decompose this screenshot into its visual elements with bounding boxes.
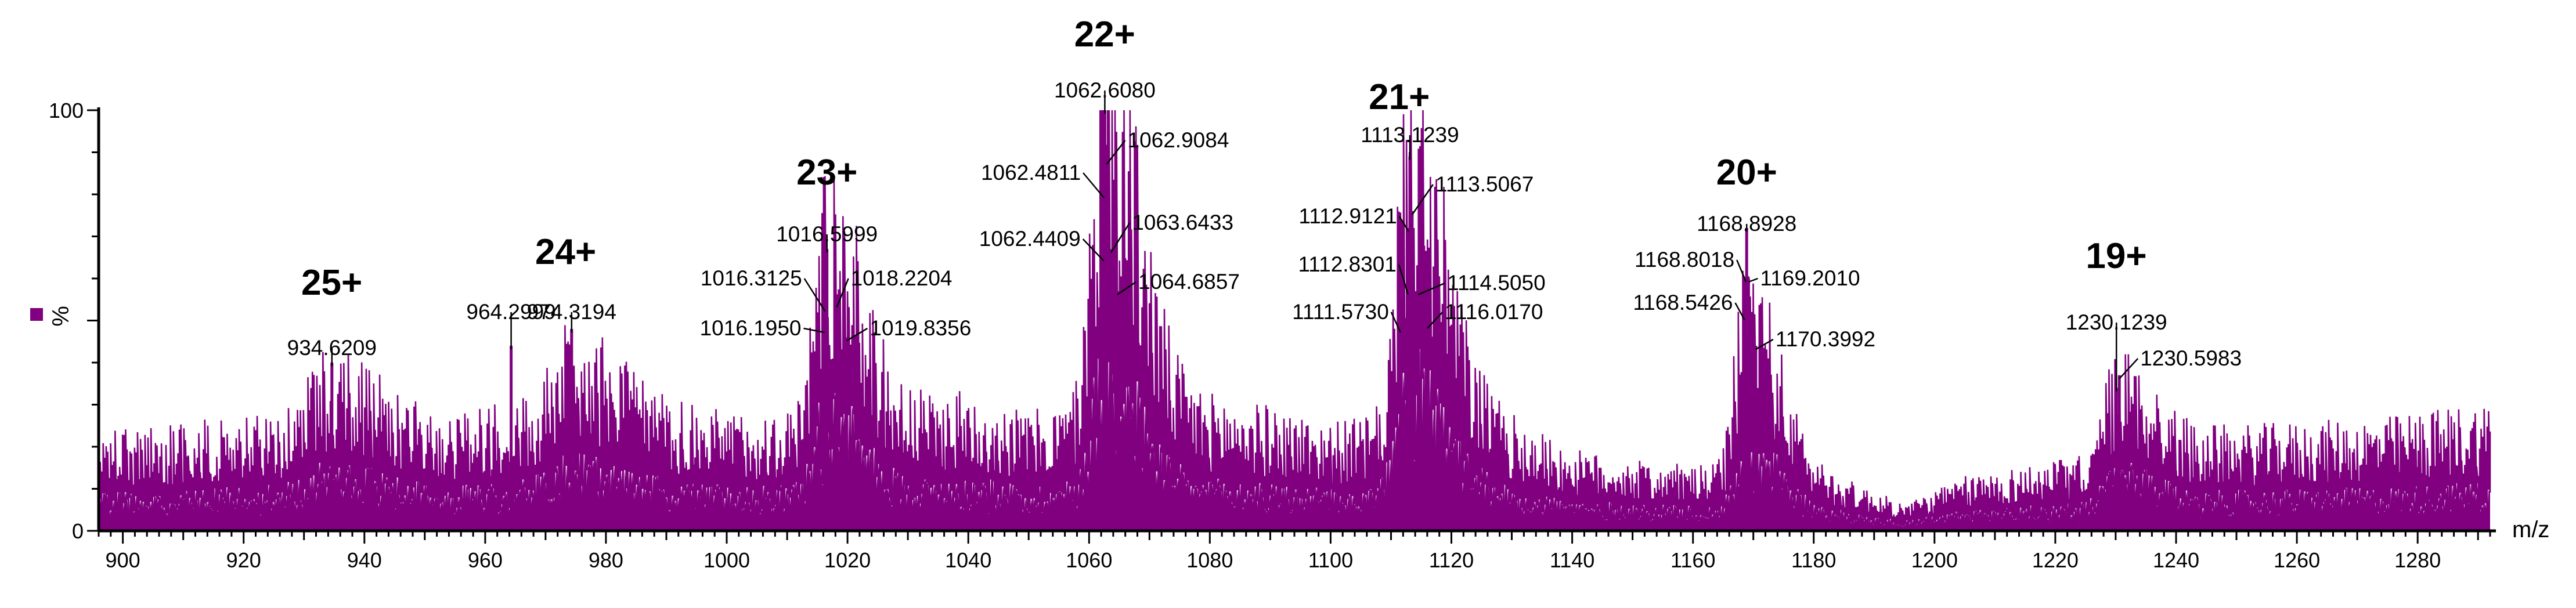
legend-swatch <box>30 308 43 321</box>
x-tick-label: 1260 <box>2274 548 2320 572</box>
x-tick-label: 1160 <box>1671 548 1715 572</box>
peak-leader-line <box>1083 172 1105 198</box>
peak-leader-line <box>803 278 826 312</box>
peak-leader-line <box>1398 216 1409 232</box>
charge-state-label: 20+ <box>1716 153 1777 193</box>
peak-label: 1062.9084 <box>1128 128 1229 152</box>
peak-leader-line <box>1110 222 1131 253</box>
y-axis-ticks: 0 100 <box>49 99 99 543</box>
x-tick-label: 1080 <box>1186 548 1233 572</box>
x-tick-label: 1280 <box>2394 548 2441 572</box>
x-tick-label: 1140 <box>1550 548 1594 572</box>
peak-leader-line <box>1106 140 1126 165</box>
x-tick-label: 1180 <box>1791 548 1836 572</box>
peak-label: 1112.9121 <box>1298 204 1397 228</box>
charge-state-labels: 25+ 24+ 23+ 22+ 21+ 20+ 19+ <box>301 15 2147 303</box>
spectrum-trace <box>98 110 2491 531</box>
peak-leader-line <box>836 278 849 307</box>
peak-label: 1019.8356 <box>870 316 971 340</box>
charge-state-label: 21+ <box>1369 77 1430 117</box>
x-tick-label: 1020 <box>824 548 871 572</box>
peak-leader-line <box>803 327 825 334</box>
peak-label: 1230.1239 <box>2066 310 2167 334</box>
x-tick-label: 1240 <box>2153 548 2199 572</box>
peak-label: 1230.5983 <box>2140 346 2242 370</box>
charge-state-label: 23+ <box>796 153 857 193</box>
peak-label: 1018.2204 <box>851 266 953 290</box>
x-tick-label: 1060 <box>1066 548 1112 572</box>
x-tick-label: 1200 <box>1911 548 1958 572</box>
peak-label: 1111.5730 <box>1292 300 1389 324</box>
x-tick-label: 1220 <box>2032 548 2079 572</box>
x-tick-label: 1040 <box>945 548 991 572</box>
spectrum-line <box>98 110 2491 527</box>
x-axis-ticks: 900 920 940 960 980 1000 1020 1040 1060 1080 1100 1… <box>98 531 2491 572</box>
x-tick-label: 980 <box>589 548 623 572</box>
peak-label: 1063.6433 <box>1132 211 1233 234</box>
peak-label: 1169.2010 <box>1760 266 1860 290</box>
peak-leader-line <box>1736 259 1747 283</box>
charge-state-label: 22+ <box>1074 15 1135 55</box>
peak-label: 1112.8301 <box>1298 252 1396 276</box>
axes: 900 920 940 960 980 1000 1020 1040 1060 1080 1100 1… <box>30 99 2549 572</box>
peak-leader-line <box>1427 312 1444 329</box>
peak-leader-line <box>1390 312 1401 333</box>
peak-label: 1113.5067 <box>1435 172 1534 196</box>
peak-leader-line <box>1398 264 1409 295</box>
x-tick-label: 1120 <box>1429 548 1474 572</box>
peak-leader-line <box>1117 281 1137 295</box>
peak-label: 1170.3992 <box>1776 327 1875 351</box>
peak-leader-line <box>1734 302 1745 320</box>
peak-leader-line <box>1755 338 1774 350</box>
x-tick-label: 900 <box>106 548 140 572</box>
peak-label: 1062.4811 <box>981 161 1081 184</box>
spectrum-fill <box>99 349 2490 531</box>
charge-state-label: 25+ <box>301 263 362 303</box>
x-tick-label: 1000 <box>703 548 750 572</box>
peak-label: 1016.1950 <box>700 316 802 340</box>
x-axis-label: m/z <box>2512 517 2549 542</box>
peak-label: 1114.5050 <box>1447 271 1545 295</box>
y-tick-label: 0 <box>72 519 84 543</box>
peak-label: 1116.0170 <box>1445 300 1543 324</box>
peak-leader-lines <box>331 91 2139 392</box>
peak-label: 1168.8018 <box>1635 248 1734 272</box>
x-tick-label: 940 <box>347 548 382 572</box>
peak-label: 1168.5426 <box>1633 291 1733 314</box>
y-axis-label: % <box>48 306 74 327</box>
x-tick-label: 960 <box>468 548 503 572</box>
peak-leader-line <box>1411 184 1434 215</box>
peak-label: 1113.1239 <box>1361 123 1459 147</box>
peak-leader-line <box>2119 358 2139 379</box>
peak-leader-line <box>1082 238 1105 262</box>
peak-label: 1168.8928 <box>1697 212 1796 236</box>
peak-label: 974.3194 <box>527 300 616 324</box>
peak-label: 1064.6857 <box>1138 270 1240 294</box>
peak-label: 1016.5999 <box>776 222 878 246</box>
x-tick-label: 1100 <box>1308 548 1353 572</box>
y-tick-label: 100 <box>49 99 84 122</box>
charge-state-label: 19+ <box>2086 236 2146 276</box>
x-tick-label: 920 <box>226 548 261 572</box>
peak-leader-line <box>1417 282 1445 295</box>
peak-leader-line <box>846 327 868 342</box>
peak-label: 934.6209 <box>287 336 377 360</box>
peak-label: 1062.4409 <box>979 227 1081 251</box>
peak-label: 1062.6080 <box>1054 78 1156 102</box>
peak-label: 1016.3125 <box>701 266 802 290</box>
peak-leader-line <box>1748 277 1758 283</box>
charge-state-label: 24+ <box>535 232 596 272</box>
peak-label: 964.2999 <box>466 300 555 324</box>
